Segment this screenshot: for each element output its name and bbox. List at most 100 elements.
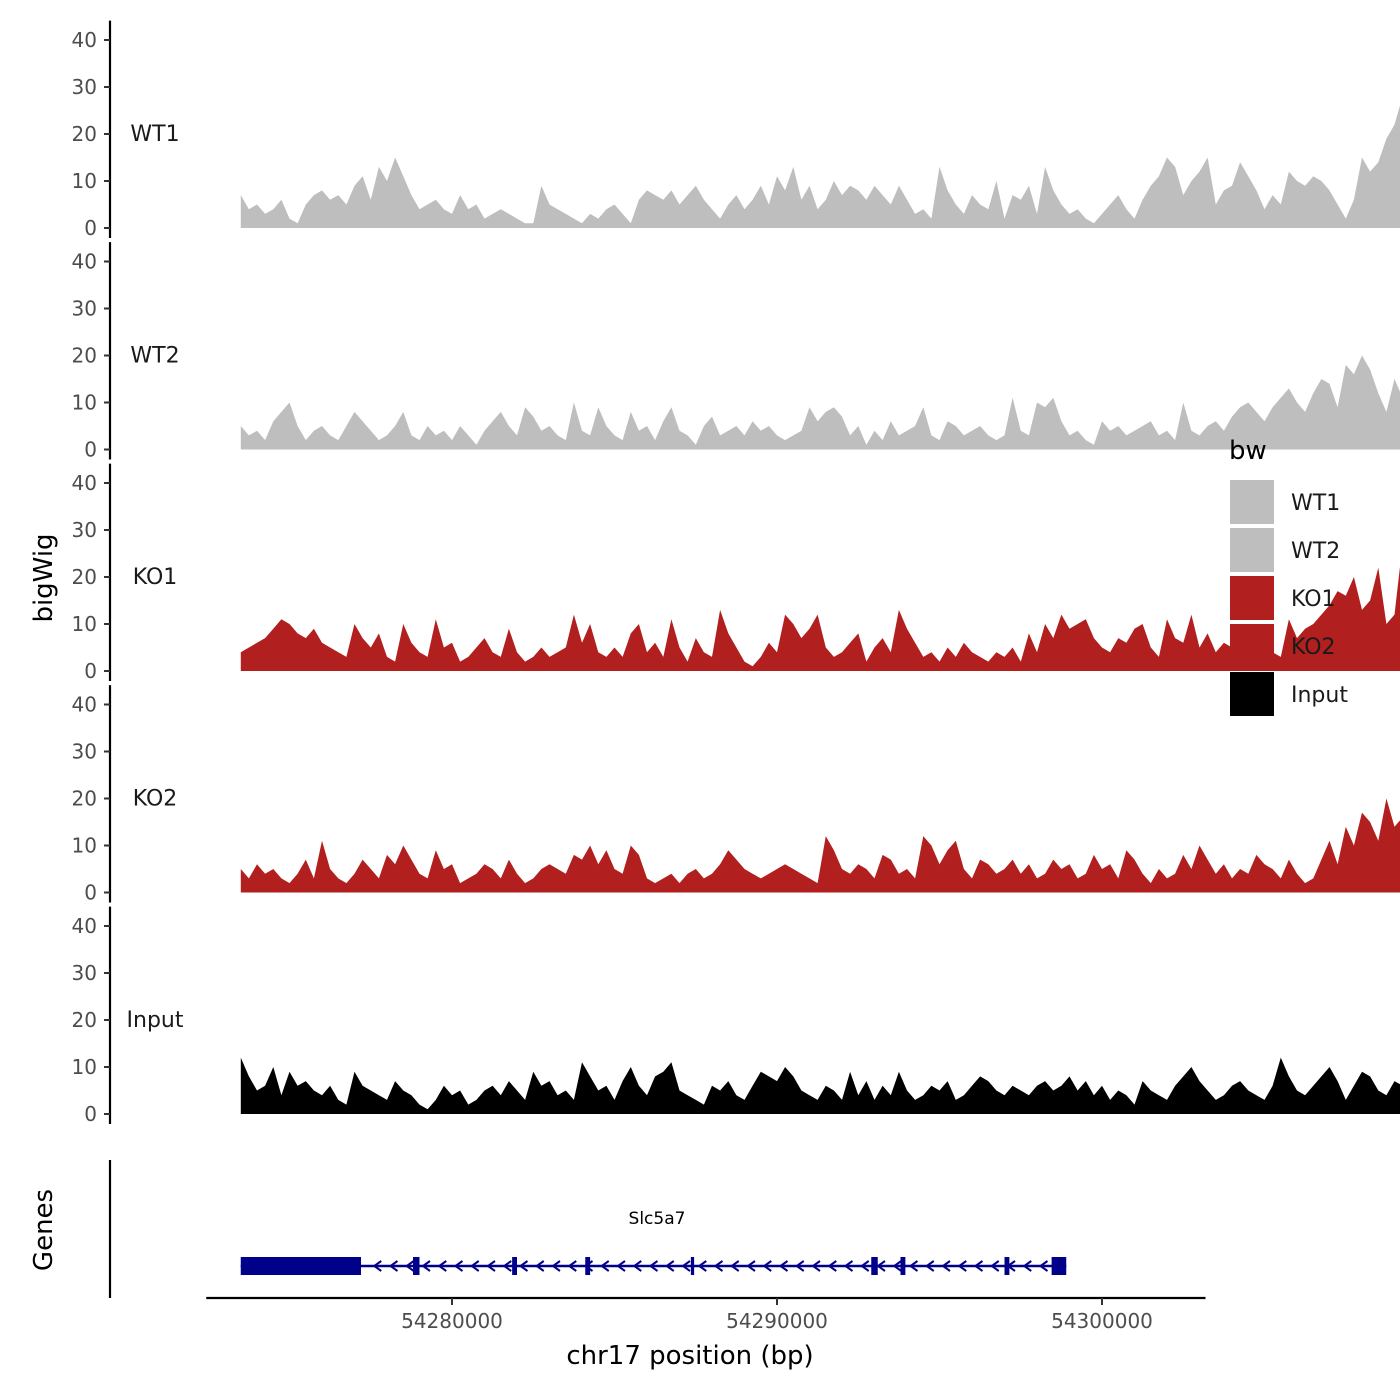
y-tick-label: 0 <box>84 659 97 683</box>
strand-arrow <box>648 1260 659 1272</box>
y-tick-label: 10 <box>72 391 97 415</box>
strand-arrow <box>405 1260 415 1272</box>
gene-exon <box>900 1257 906 1275</box>
strand-arrow <box>421 1260 431 1272</box>
panel-ko1: 0 10 20 30 40 KO1 <box>72 463 1400 683</box>
strand-arrow <box>860 1260 870 1272</box>
strand-arrow <box>470 1260 480 1272</box>
gene-name-label: Slc5a7 <box>629 1209 686 1229</box>
strand-arrow <box>567 1260 577 1272</box>
y-tick-label: 10 <box>72 834 97 858</box>
panel-ko2: 0 10 20 30 40 KO2 <box>72 685 1400 905</box>
y-tick-label: 0 <box>84 438 97 462</box>
legend-key-input <box>1230 672 1274 716</box>
strand-arrow <box>925 1260 935 1272</box>
gene-track: Slc5a7 <box>108 1160 1067 1298</box>
legend-title: bw <box>1229 436 1267 466</box>
strand-arrow <box>908 1260 919 1272</box>
gene-exon <box>690 1257 695 1275</box>
strand-arrow <box>713 1260 724 1272</box>
legend-key-ko1 <box>1230 576 1274 620</box>
strand-arrow <box>957 1260 967 1272</box>
bigwig-panels: 0 10 20 30 40 WT1 0 10 20 30 40 WT2 0 10 20 30 40 KO1 0 10 2… <box>72 20 1400 1126</box>
y-tick-label: 40 <box>72 471 97 495</box>
x-tick-label: 54300000 <box>1051 1309 1153 1333</box>
coverage-area-wt1 <box>240 105 1400 228</box>
strand-arrow <box>518 1260 529 1272</box>
gene-exon <box>871 1257 878 1275</box>
strand-arrow <box>665 1260 675 1272</box>
track-label-ko1: KO1 <box>133 565 178 590</box>
y-tick-label: 10 <box>72 169 97 193</box>
gene-exon <box>1004 1257 1010 1275</box>
y-tick-label: 20 <box>72 1008 97 1032</box>
strand-arrow <box>843 1260 854 1272</box>
strand-arrow <box>876 1260 886 1272</box>
y-tick-label: 30 <box>72 518 97 542</box>
legend-key-wt2 <box>1230 528 1274 572</box>
strand-arrow <box>453 1260 464 1272</box>
y-tick-label: 30 <box>72 961 97 985</box>
strand-arrow <box>811 1260 821 1272</box>
y-tick-label: 30 <box>72 740 97 764</box>
strand-arrow <box>697 1260 707 1272</box>
x-axis-title: chr17 position (bp) <box>566 1341 813 1371</box>
strand-arrow <box>681 1260 691 1272</box>
panel-wt2: 0 10 20 30 40 WT2 <box>72 242 1400 462</box>
track-label-wt1: WT1 <box>130 122 179 147</box>
x-tick-label: 54290000 <box>726 1309 828 1333</box>
legend: bw WT1 WT2 KO1 KO2 Input <box>1229 436 1348 716</box>
y-tick-label: 40 <box>72 28 97 52</box>
y-tick-label: 20 <box>72 787 97 811</box>
legend-label-wt2: WT2 <box>1291 539 1340 564</box>
strand-arrow <box>388 1260 399 1272</box>
legend-key-wt1 <box>1230 480 1274 524</box>
y-tick-label: 20 <box>72 344 97 368</box>
y-tick-label: 10 <box>72 1055 97 1079</box>
strand-arrow <box>827 1260 837 1272</box>
coverage-area-ko1 <box>240 566 1400 671</box>
y-tick-label: 30 <box>72 297 97 321</box>
coverage-area-ko2 <box>240 798 1400 893</box>
coverage-area-wt2 <box>240 355 1400 450</box>
gene-exon <box>413 1257 420 1275</box>
panel-input: 0 10 20 30 40 Input <box>72 906 1400 1126</box>
strand-arrow <box>600 1260 610 1272</box>
strand-arrow <box>892 1260 902 1272</box>
strand-arrow <box>941 1260 951 1272</box>
strand-arrow <box>973 1260 984 1272</box>
y-axis-title: bigWig <box>29 533 59 622</box>
strand-arrow <box>502 1260 512 1272</box>
strand-arrow <box>535 1260 545 1272</box>
y-tick-label: 20 <box>72 565 97 589</box>
strand-arrow <box>778 1260 789 1272</box>
strand-arrow <box>730 1260 740 1272</box>
gene-track-title: Genes <box>29 1189 59 1271</box>
y-tick-label: 0 <box>84 216 97 240</box>
track-label-input: Input <box>127 1008 184 1033</box>
x-axis: 54280000 54290000 54300000 <box>206 1296 1206 1333</box>
strand-arrow <box>762 1260 772 1272</box>
coverage-area-input <box>240 1057 1400 1114</box>
track-label-ko2: KO2 <box>133 787 178 812</box>
strand-arrow <box>1022 1260 1032 1272</box>
y-tick-label: 0 <box>84 1102 97 1126</box>
strand-arrow <box>1038 1260 1049 1272</box>
y-tick-label: 20 <box>72 122 97 146</box>
y-tick-label: 0 <box>84 881 97 905</box>
strand-arrow <box>632 1260 642 1272</box>
x-tick-label: 54280000 <box>401 1309 503 1333</box>
legend-label-ko2: KO2 <box>1291 635 1336 660</box>
strand-arrow <box>551 1260 561 1272</box>
strand-arrow <box>746 1260 756 1272</box>
y-tick-label: 40 <box>72 914 97 938</box>
y-tick-label: 40 <box>72 250 97 274</box>
strand-arrow <box>990 1260 1000 1272</box>
strand-arrow <box>795 1260 805 1272</box>
strand-arrow <box>486 1260 496 1272</box>
gene-exon <box>585 1257 591 1275</box>
legend-label-ko1: KO1 <box>1291 587 1336 612</box>
y-tick-label: 30 <box>72 75 97 99</box>
gene-exon <box>1051 1257 1067 1275</box>
